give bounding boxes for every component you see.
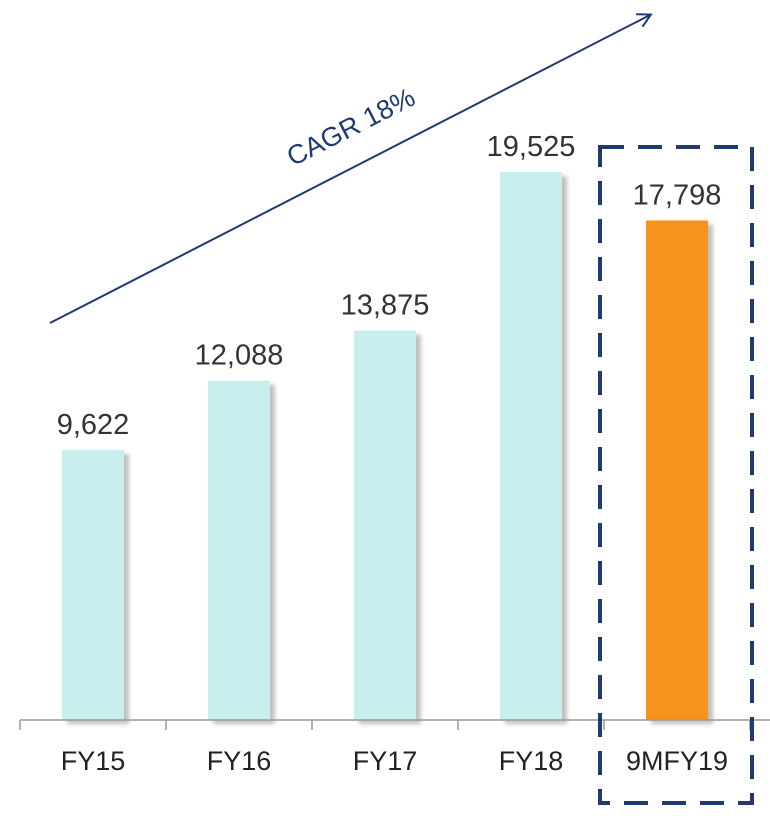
bar-fy16	[208, 380, 270, 720]
value-label-fy15: 9,622	[57, 409, 130, 441]
value-label-fy17: 13,875	[341, 290, 430, 322]
tick-label-fy15: FY15	[61, 746, 126, 776]
cagr-annotation: CAGR 18%	[282, 82, 420, 172]
tick-label-fy16: FY16	[207, 746, 272, 776]
x-axis-tick-labels: FY15 FY16 FY17 FY18 9MFY19	[61, 746, 728, 776]
value-label-9mfy19: 17,798	[633, 179, 722, 211]
bar-fy17	[354, 330, 416, 720]
value-label-fy16: 12,088	[195, 340, 284, 372]
cagr-arrow	[49, 13, 653, 324]
bar-9mfy19	[646, 220, 708, 720]
x-axis-ticks	[19, 720, 751, 730]
highlight-dashed-box	[598, 145, 754, 805]
bars-group	[62, 172, 708, 720]
value-label-fy18: 19,525	[487, 131, 576, 163]
tick-label-9mfy19: 9MFY19	[626, 746, 728, 776]
bar-fy18	[500, 172, 562, 720]
tick-label-fy18: FY18	[499, 746, 564, 776]
tick-label-fy17: FY17	[353, 746, 418, 776]
value-labels-group: 9,622 12,088 13,875 19,525 17,798	[57, 131, 722, 441]
bar-fy15	[62, 449, 124, 720]
